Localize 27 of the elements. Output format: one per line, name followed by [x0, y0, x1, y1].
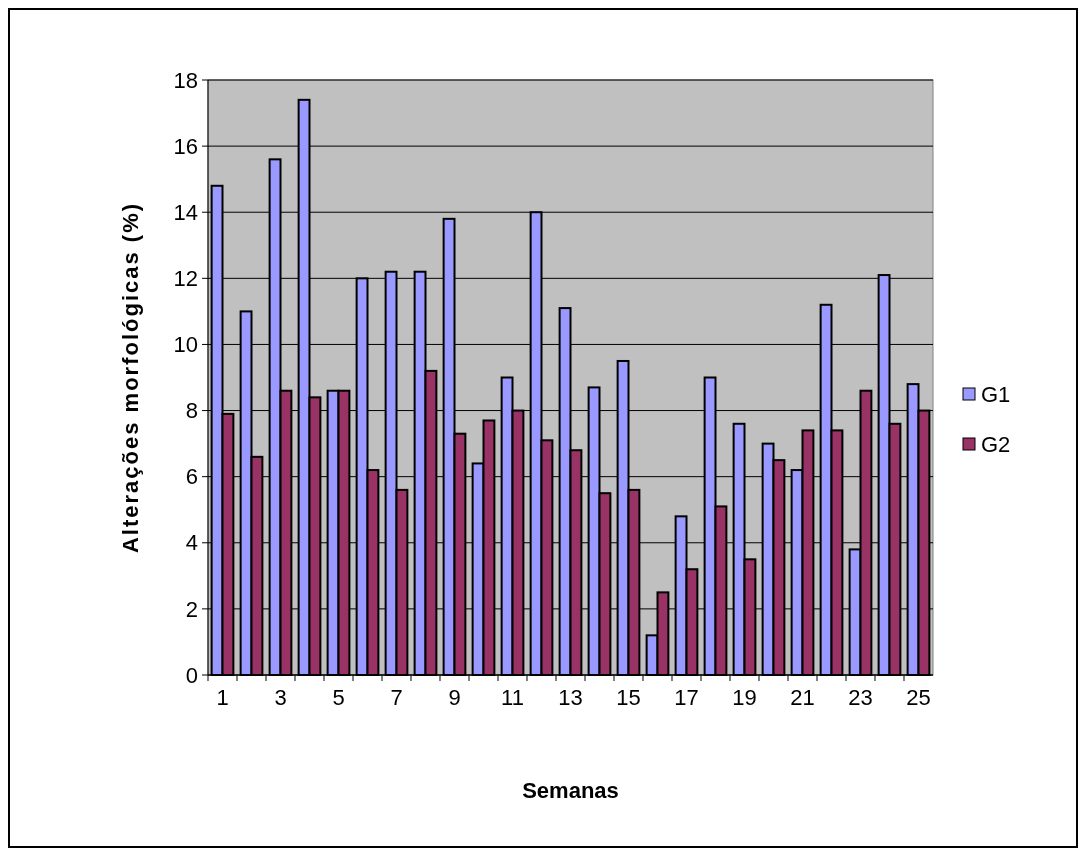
x-tick-label: 1 [216, 685, 229, 710]
x-tick-label: 17 [674, 685, 699, 710]
y-tick-label: 2 [185, 596, 198, 622]
x-tick-label: 15 [616, 685, 641, 710]
y-tick-label: 14 [173, 199, 198, 225]
y-axis-title: Alterações morfológicas (%) [118, 201, 143, 554]
y-tick-label: 12 [173, 266, 198, 292]
y-tick-label: 10 [173, 332, 198, 358]
x-tick-label: 23 [848, 685, 873, 710]
x-tick-label: 3 [274, 685, 287, 710]
x-tick-label: 13 [558, 685, 583, 710]
x-axis-title: Semanas [522, 778, 619, 803]
y-tick-label: 18 [173, 67, 198, 93]
x-tick-label: 11 [501, 685, 524, 710]
y-tick-label: 0 [185, 662, 198, 688]
x-tick-label: 5 [332, 685, 345, 710]
y-tick-label: 8 [185, 398, 198, 424]
x-tick-label: 25 [906, 685, 931, 710]
x-tick-label: 9 [448, 685, 461, 710]
x-tick-label: 7 [390, 685, 403, 710]
y-tick-label: 16 [173, 133, 198, 159]
legend-label: G2 [981, 431, 1011, 457]
y-tick-label: 6 [185, 464, 198, 490]
legend-label: G1 [981, 381, 1011, 407]
x-tick-label: 19 [732, 685, 757, 710]
x-tick-label: 21 [790, 685, 815, 710]
y-tick-label: 4 [185, 530, 198, 556]
